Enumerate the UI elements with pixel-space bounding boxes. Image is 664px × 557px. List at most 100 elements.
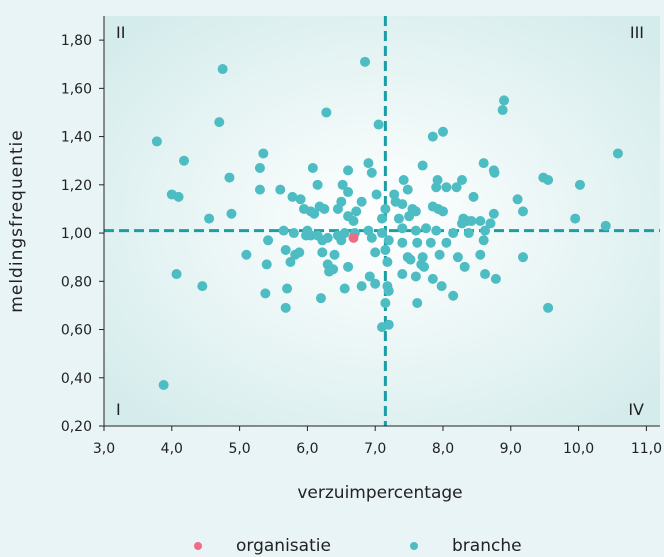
point-branche [600, 220, 611, 231]
point-branche [356, 196, 367, 207]
point-branche [475, 249, 486, 260]
point-branche [543, 175, 554, 185]
legend-label-branche: branche [452, 536, 522, 556]
y-tick-label: 1,20 [61, 178, 92, 194]
point-branche [452, 252, 463, 263]
point-branche [343, 187, 354, 198]
point-branche [278, 225, 289, 236]
y-axis-title: meldingsfrequentie [7, 129, 27, 312]
point-branche [451, 182, 462, 193]
legend-marker-organisatie [194, 542, 202, 550]
point-branche [421, 223, 432, 234]
point-branche [574, 179, 585, 190]
point-branche [173, 191, 184, 202]
point-branche [436, 281, 447, 292]
point-branche [307, 162, 318, 173]
legend-item-branche: branche [410, 536, 522, 556]
point-branche [261, 259, 272, 270]
point-branche [337, 179, 348, 190]
point-branche [258, 148, 269, 159]
point-branche [217, 64, 228, 75]
x-tick-label: 10,0 [563, 441, 594, 457]
point-branche [456, 175, 467, 185]
x-tick-label: 9,0 [500, 441, 522, 457]
point-branche [431, 225, 442, 236]
point-branche [459, 261, 470, 272]
y-tick-label: 1,60 [61, 81, 92, 97]
y-tick-label: 1,40 [61, 130, 92, 146]
point-branche [518, 252, 529, 263]
point-branche [370, 278, 381, 289]
point-branche [241, 249, 252, 260]
point-branche [254, 162, 265, 173]
point-branche [382, 257, 393, 267]
point-branche [478, 235, 489, 246]
point-branche [343, 165, 354, 176]
point-branche [158, 380, 169, 390]
point-branche [466, 216, 477, 226]
x-tick-label: 4,0 [161, 441, 183, 457]
legend-label-organisatie: organisatie [236, 536, 331, 556]
point-branche [431, 182, 442, 193]
quadrant-label-III: III [630, 23, 644, 42]
y-tick-label: 0,60 [61, 323, 92, 339]
point-branche [295, 194, 306, 205]
point-branche [380, 244, 391, 255]
point-branche [214, 117, 225, 128]
point-branche [254, 184, 265, 195]
point-branche [280, 302, 291, 313]
point-branche [398, 175, 409, 185]
legend-marker-branche [410, 542, 418, 550]
point-branche [373, 119, 384, 130]
point-branche [463, 228, 474, 239]
point-branche [478, 158, 489, 169]
point-branche [288, 228, 299, 239]
y-tick-label: 1,80 [61, 33, 92, 49]
point-branche [328, 264, 339, 275]
x-tick-label: 6,0 [296, 441, 318, 457]
point-branche [380, 298, 391, 308]
x-tick-label: 7,0 [364, 441, 386, 457]
point-branche [397, 237, 408, 248]
point-branche [151, 136, 162, 147]
point-branche [370, 247, 381, 258]
point-branche [351, 206, 362, 217]
point-branche [383, 285, 394, 296]
point-branche [301, 230, 312, 241]
point-branche [366, 232, 377, 243]
point-branche [204, 213, 215, 224]
point-branche [282, 283, 293, 294]
point-branche [343, 261, 354, 272]
point-branche [404, 211, 415, 222]
point-branche [412, 298, 423, 308]
point-branche [543, 302, 554, 313]
point-branche [488, 208, 499, 219]
point-branche [489, 167, 500, 178]
point-branche [612, 148, 623, 159]
x-tick-label: 3,0 [93, 441, 115, 457]
point-branche [356, 281, 367, 292]
point-branche [570, 213, 581, 224]
x-tick-label: 11,0 [631, 441, 662, 457]
point-branche [427, 131, 438, 142]
point-branche [376, 213, 387, 224]
point-branche [287, 191, 298, 202]
x-tick-label: 5,0 [228, 441, 250, 457]
point-branche [179, 155, 190, 166]
point-branche [285, 257, 296, 267]
point-branche [397, 223, 408, 234]
point-branche [425, 237, 436, 248]
quadrant-label-IV: IV [628, 400, 644, 419]
point-branche [438, 206, 448, 217]
point-branche [363, 158, 374, 169]
point-branche [336, 235, 347, 246]
point-branche [309, 208, 320, 219]
point-branche [417, 160, 428, 171]
point-branche [480, 269, 491, 280]
point-branche [410, 271, 421, 282]
point-branche [364, 271, 375, 282]
point-branche [360, 56, 371, 67]
point-branche [410, 225, 421, 236]
point-branche [412, 237, 423, 248]
point-branche [171, 269, 182, 280]
